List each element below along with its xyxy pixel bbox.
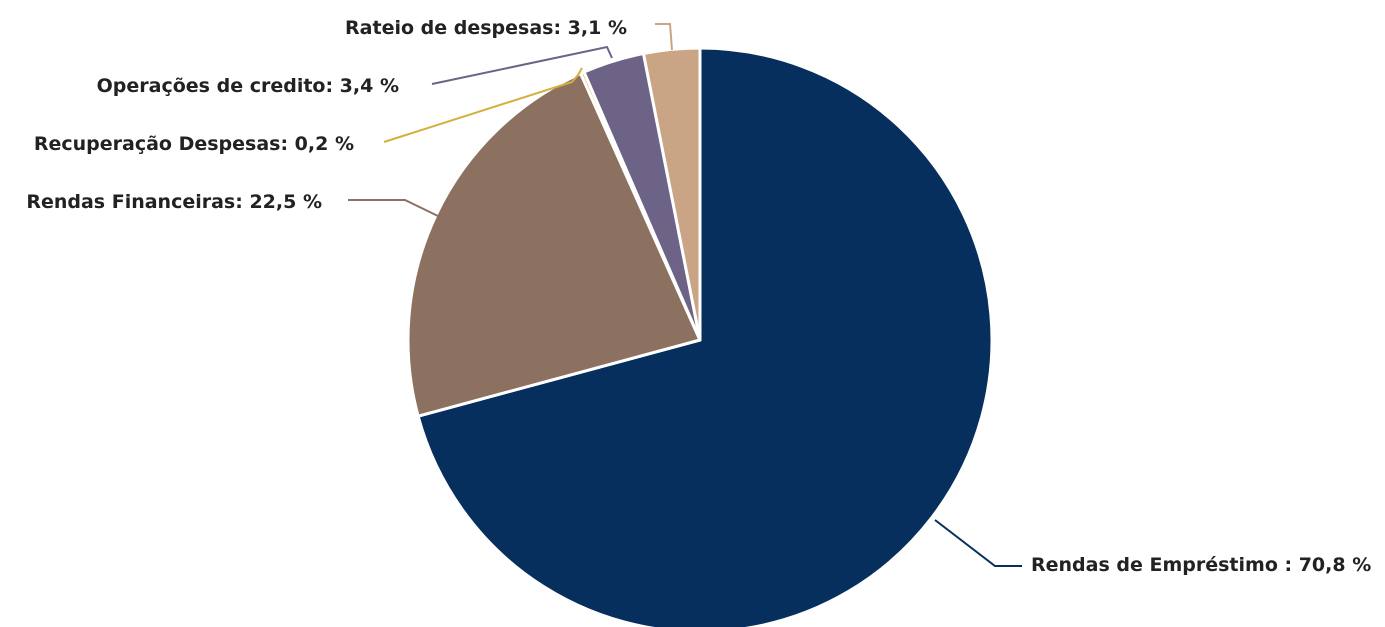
data-label-operacoes-de-credito: Operações de credito: 3,4 % — [97, 75, 399, 97]
data-label-rateio-de-despesas: Rateio de despesas: 3,1 % — [345, 17, 627, 39]
pie-slices — [408, 48, 992, 627]
data-label-recuperacao-despesas: Recuperação Despesas: 0,2 % — [34, 133, 354, 155]
leader-line-rendas-financeiras — [348, 200, 438, 216]
leader-line-rendas-de-emprestimo — [935, 520, 1022, 566]
leader-line-rateio-de-despesas — [655, 24, 672, 50]
data-label-rendas-financeiras: Rendas Financeiras: 22,5 % — [26, 191, 322, 213]
data-label-rendas-de-emprestimo: Rendas de Empréstimo : 70,8 % — [1031, 554, 1371, 576]
